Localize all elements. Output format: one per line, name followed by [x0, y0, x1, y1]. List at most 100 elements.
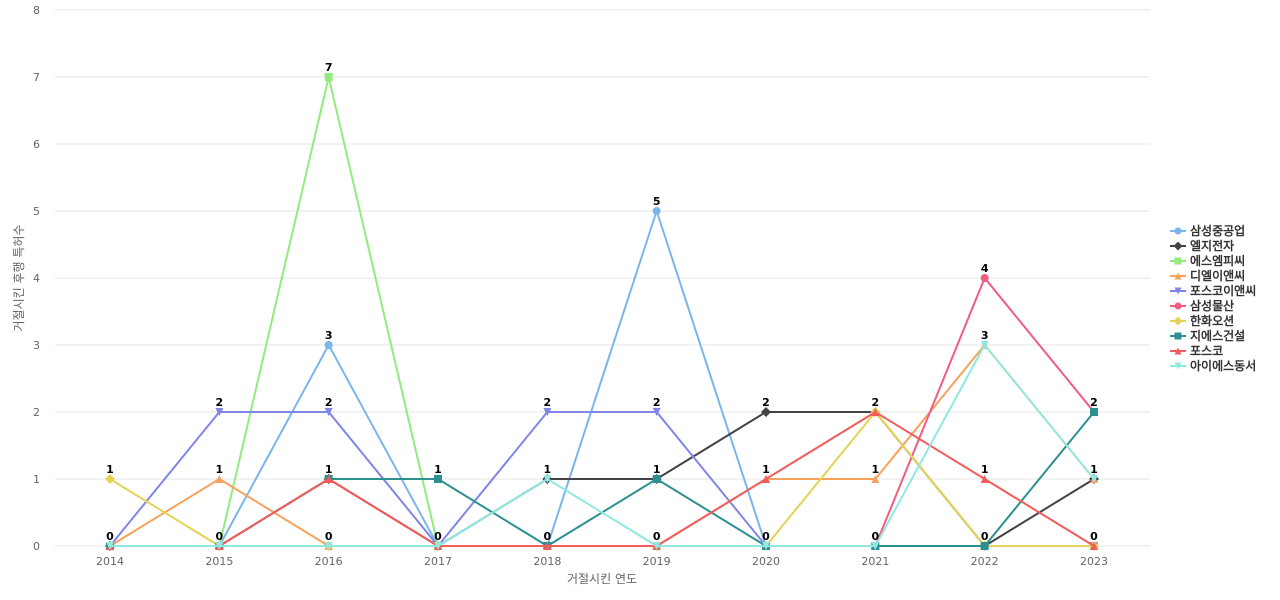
y-tick-label: 0 — [33, 540, 40, 553]
x-tick-label: 2022 — [971, 555, 999, 568]
x-tick-label: 2020 — [752, 555, 780, 568]
x-axis: 2014 2015 2016 2017 2018 2019 2020 2021 2022 2023 — [96, 555, 1108, 568]
data-point — [324, 73, 333, 81]
data-label: 0 — [1090, 530, 1098, 543]
legend-label: 엘지전자 — [1190, 238, 1234, 253]
data-label: 4 — [981, 262, 989, 275]
y-axis: 0 1 2 3 4 5 6 7 8 — [33, 4, 40, 553]
y-tick-label: 3 — [33, 339, 40, 352]
x-tick-label: 2017 — [424, 555, 452, 568]
data-label: 1 — [106, 463, 114, 476]
data-point — [980, 274, 989, 282]
x-axis-title: 거절시킨 연도 — [567, 572, 637, 586]
legend-item[interactable]: 한화오션 — [1170, 313, 1234, 328]
data-point — [1174, 332, 1182, 340]
data-label: 2 — [653, 396, 661, 409]
data-label: 2 — [762, 396, 770, 409]
data-point — [324, 542, 333, 550]
y-tick-label: 5 — [33, 205, 40, 218]
legend-label: 디엘이앤씨 — [1190, 268, 1245, 283]
data-point — [1173, 241, 1183, 251]
data-label: 7 — [325, 61, 333, 74]
y-tick-label: 2 — [33, 406, 40, 419]
data-point — [980, 475, 989, 483]
data-point — [980, 341, 989, 349]
x-tick-label: 2018 — [533, 555, 561, 568]
legend: 삼성중공업엘지전자에스엠피씨디엘이앤씨포스코이앤씨삼성물산한화오션지에스건설포스… — [1170, 223, 1256, 373]
data-label: 0 — [544, 530, 552, 543]
data-point — [324, 408, 333, 416]
data-label: 0 — [872, 530, 880, 543]
x-tick-label: 2021 — [861, 555, 889, 568]
data-label: 0 — [762, 530, 770, 543]
data-point — [762, 475, 770, 483]
series-line — [109, 344, 1095, 547]
legend-label: 삼성중공업 — [1190, 223, 1245, 238]
x-tick-label: 2015 — [205, 555, 233, 568]
data-point — [215, 542, 224, 550]
data-point — [871, 475, 880, 483]
data-point — [105, 474, 115, 484]
legend-item[interactable]: 포스코이앤씨 — [1170, 283, 1256, 298]
data-point — [543, 475, 552, 483]
legend-item[interactable]: 엘지전자 — [1170, 238, 1234, 253]
x-tick-label: 2016 — [315, 555, 343, 568]
data-label: 0 — [216, 530, 224, 543]
legend-label: 한화오션 — [1190, 313, 1234, 328]
data-label: 0 — [434, 530, 442, 543]
legend-item[interactable]: 지에스건설 — [1170, 328, 1245, 343]
legend-label: 에스엠피씨 — [1190, 253, 1245, 268]
legend-item[interactable]: 삼성중공업 — [1170, 223, 1245, 238]
data-point — [215, 475, 224, 483]
data-point — [652, 207, 661, 215]
data-label: 1 — [762, 463, 770, 476]
y-axis-title: 거절시킨 후행 특허수 — [11, 225, 26, 332]
series-line — [110, 344, 1095, 547]
data-point — [980, 542, 989, 550]
data-label: 1 — [434, 463, 442, 476]
data-label: 1 — [981, 463, 989, 476]
data-point — [543, 542, 552, 550]
data-label: 1 — [1090, 463, 1098, 476]
data-point — [106, 542, 114, 550]
data-label: 2 — [325, 396, 333, 409]
data-label: 0 — [981, 530, 989, 543]
data-point — [215, 408, 224, 416]
y-tick-label: 1 — [33, 473, 40, 486]
x-tick-label: 2019 — [643, 555, 671, 568]
x-tick-label: 2014 — [96, 555, 124, 568]
data-point — [1174, 257, 1182, 265]
data-point — [652, 408, 661, 416]
data-point — [1174, 272, 1182, 280]
y-tick-label: 8 — [33, 4, 40, 17]
data-point — [761, 407, 771, 417]
data-point — [324, 475, 333, 483]
data-point — [324, 341, 333, 349]
data-label: 5 — [653, 195, 661, 208]
data-point — [1174, 227, 1182, 235]
data-label: 1 — [216, 463, 224, 476]
legend-item[interactable]: 삼성물산 — [1170, 298, 1234, 313]
data-point — [1174, 362, 1182, 370]
data-label: 1 — [872, 463, 880, 476]
data-point — [1174, 287, 1182, 295]
series-10 — [106, 341, 1098, 550]
data-point — [1090, 475, 1098, 483]
legend-label: 삼성물산 — [1190, 298, 1234, 313]
data-label: 2 — [872, 396, 880, 409]
legend-label: 지에스건설 — [1190, 328, 1245, 343]
legend-item[interactable]: 에스엠피씨 — [1170, 253, 1245, 268]
data-point — [1090, 408, 1098, 416]
series-1 — [106, 207, 1098, 550]
data-point — [871, 408, 880, 416]
legend-item[interactable]: 아이에스동서 — [1170, 358, 1256, 373]
y-tick-label: 7 — [33, 71, 40, 84]
data-point — [652, 475, 661, 483]
legend-label: 아이에스동서 — [1190, 358, 1256, 373]
legend-item[interactable]: 디엘이앤씨 — [1170, 268, 1245, 283]
data-label: 0 — [653, 530, 661, 543]
x-tick-label: 2023 — [1080, 555, 1108, 568]
data-label: 1 — [325, 463, 333, 476]
legend-item[interactable]: 포스코 — [1170, 344, 1223, 358]
